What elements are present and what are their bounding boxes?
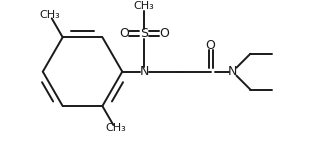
Text: O: O — [159, 27, 169, 41]
Text: N: N — [139, 65, 149, 78]
Text: CH₃: CH₃ — [105, 123, 126, 133]
Text: S: S — [140, 27, 148, 41]
Text: CH₃: CH₃ — [134, 1, 155, 11]
Text: CH₃: CH₃ — [39, 10, 60, 20]
Text: N: N — [228, 65, 237, 78]
Text: O: O — [119, 27, 129, 41]
Text: O: O — [206, 39, 216, 52]
